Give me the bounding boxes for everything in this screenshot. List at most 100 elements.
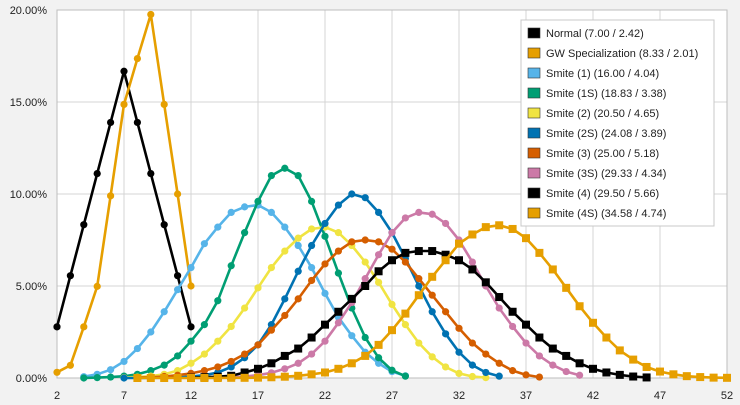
legend-item[interactable]: Normal (7.00 / 2.42) [527,27,644,40]
legend-item[interactable]: Smite (1) (16.00 / 4.04) [527,67,659,80]
x-tick-label: 42 [587,390,599,402]
data-point [428,353,436,361]
data-point [80,374,88,382]
data-point [254,341,262,349]
legend-item[interactable]: Smite (4) (29.50 / 5.66) [527,187,659,200]
data-point [280,351,289,360]
data-point [415,282,423,290]
legend-item[interactable]: Smite (2) (20.50 / 4.65) [527,107,659,120]
data-point [227,373,236,382]
legend-item[interactable]: Smite (3) (25.00 / 5.18) [527,147,659,160]
legend-swatch [527,187,541,199]
legend-item[interactable]: GW Specialization (8.33 / 2.01) [527,47,698,60]
data-point [120,67,128,75]
legend-label: Smite (2S) (24.08 / 3.89) [546,128,666,140]
data-point [442,330,450,338]
data-point [522,320,530,329]
x-tick-label: 12 [185,390,197,402]
data-point [442,363,450,371]
data-point [308,225,316,233]
axes: 0.00%5.00%10.00%15.00%20.00%2 7 12 17 22 27 32… [10,5,733,402]
legend-label: GW Specialization (8.33 / 2.01) [546,48,698,60]
data-point [495,372,503,380]
data-point [374,267,383,276]
data-point [133,118,141,127]
y-tick-label: 15.00% [10,97,48,109]
data-point [508,322,517,331]
data-point [388,366,396,374]
legend-swatch [527,107,541,119]
data-point [241,304,249,312]
legend-item[interactable]: Smite (3S) (29.33 / 4.34) [527,167,666,180]
data-point [294,234,302,242]
data-point [548,265,557,274]
data-point [174,190,182,198]
data-point [709,373,718,382]
data-point [227,322,235,331]
data-point [334,364,343,373]
data-point [482,368,490,377]
legend: Normal (7.00 / 2.42) GW Specialization (8… [520,19,715,227]
y-tick-label: 5.00% [16,281,47,293]
data-point [468,339,476,347]
data-point [535,333,544,342]
data-point [93,374,101,382]
data-point [441,250,450,259]
data-point [321,289,329,297]
data-point [334,319,342,327]
data-point [576,371,584,379]
data-point [374,340,383,349]
data-point [66,272,74,280]
legend-swatch [527,27,541,39]
data-point [321,368,329,377]
data-point [254,373,262,382]
data-point [321,320,329,329]
data-point [562,367,570,376]
data-point [147,169,155,178]
data-point [495,293,504,302]
data-point [281,223,289,231]
data-point [428,308,436,316]
legend-item[interactable]: Smite (2S) (24.08 / 3.89) [527,127,666,140]
data-point [281,311,289,320]
data-point [455,239,463,248]
legend-item[interactable]: Smite (1S) (18.83 / 3.38) [527,87,666,100]
legend-label: Smite (4) (29.50 / 5.66) [546,188,659,200]
data-point [120,100,128,108]
y-tick-label: 10.00% [10,189,48,201]
data-point [414,247,423,256]
series-0 [53,67,195,331]
data-point [656,367,664,376]
data-point [348,332,356,340]
data-point [66,361,74,369]
data-point [227,208,235,216]
data-point [173,374,182,382]
data-point [307,370,316,379]
data-point [120,357,128,366]
data-point [455,348,463,356]
data-point [522,339,530,347]
legend-item[interactable]: Smite (4S) (34.58 / 4.74) [527,207,666,220]
data-point [147,367,155,375]
data-point [562,283,571,292]
data-point [535,373,544,381]
data-point [361,258,369,266]
data-point [535,352,544,360]
data-point [214,297,222,305]
y-tick-label: 0.00% [16,373,47,385]
data-point [308,350,316,358]
x-tick-label: 17 [252,390,264,402]
data-point [294,295,302,303]
plot-border [56,9,728,379]
data-point [267,326,275,334]
legend-label: Smite (3S) (29.33 / 4.34) [546,168,666,180]
data-point [93,169,101,178]
data-point [240,373,249,382]
data-point [308,264,316,272]
data-point [629,372,638,381]
data-point [347,359,356,368]
data-point [308,276,316,285]
data-point [160,308,168,316]
data-point [294,241,302,250]
data-point [174,272,182,280]
